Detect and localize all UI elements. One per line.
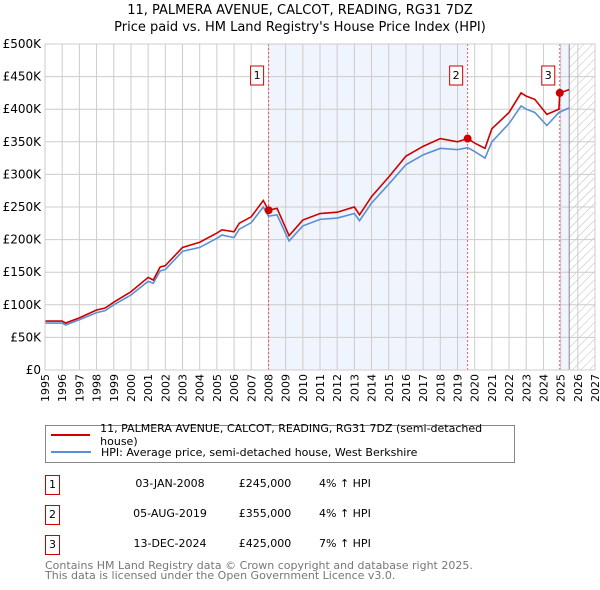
- legend-label-property: 11, PALMERA AVENUE, CALCOT, READING, RG3…: [100, 422, 483, 448]
- sale-label-box: [541, 65, 556, 86]
- x-tick-label: 2022: [503, 374, 516, 402]
- sale-date: 13-DEC-2024: [133, 537, 207, 550]
- sale-marker-number: 1: [45, 475, 60, 495]
- sale-marker-number: 2: [45, 505, 60, 525]
- chart-title: 11, PALMERA AVENUE, CALCOT, READING, RG3…: [127, 3, 473, 18]
- x-tick-label: 2010: [297, 374, 310, 402]
- sale-label-number: 3: [545, 69, 552, 82]
- x-tick-label: 2027: [589, 374, 600, 402]
- legend-label-hpi: HPI: Average price, semi-detached house,…: [101, 445, 418, 459]
- x-tick-label: 1998: [91, 374, 104, 402]
- x-tick-label: 2017: [417, 374, 430, 402]
- sale-marker-number: 3: [45, 535, 60, 555]
- y-tick-label: £450K: [3, 70, 43, 84]
- x-tick-label: 2018: [434, 374, 447, 402]
- x-tick-label: 1997: [73, 374, 86, 402]
- x-tick-label: 2003: [177, 374, 190, 402]
- x-tick-label: 2008: [262, 374, 275, 402]
- sale-label-number: 1: [254, 69, 261, 82]
- sale-date: 03-JAN-2008: [135, 477, 205, 490]
- property-series-line: [45, 88, 570, 324]
- sale-hpi-change: 4% ↑ HPI: [319, 507, 371, 520]
- x-tick-label: 2007: [245, 374, 258, 402]
- x-tick-label: 2016: [400, 374, 413, 402]
- sale-point: [264, 206, 273, 215]
- x-tick-label: 2013: [348, 374, 361, 402]
- y-tick-label: £200K: [3, 233, 43, 247]
- table-row: 3 13-DEC-2024 £425,000 7% ↑ HPI: [45, 535, 445, 555]
- chart-subtitle: Price paid vs. HM Land Registry's House …: [114, 20, 486, 35]
- x-tick-label: 2026: [572, 374, 585, 402]
- x-tick-label: 2009: [280, 374, 293, 402]
- x-tick-label: 2006: [228, 374, 241, 402]
- legend-item-property: 11, PALMERA AVENUE, CALCOT, READING, RG3…: [51, 422, 514, 448]
- x-tick-label: 2014: [366, 374, 379, 402]
- sale-date: 05-AUG-2019: [133, 507, 207, 520]
- x-tick-label: 1996: [56, 374, 69, 402]
- sale-label-box: [449, 65, 464, 86]
- footer-licence: This data is licensed under the Open Gov…: [45, 569, 396, 582]
- plot-border: [44, 43, 596, 371]
- sale-hpi-change: 7% ↑ HPI: [319, 537, 371, 550]
- y-tick-label: £300K: [3, 167, 43, 181]
- legend-item-hpi: HPI: Average price, semi-detached house,…: [51, 444, 417, 460]
- table-row: 2 05-AUG-2019 £355,000 4% ↑ HPI: [45, 505, 445, 525]
- x-tick-label: 2002: [159, 374, 172, 402]
- x-tick-label: 1995: [39, 374, 52, 402]
- y-tick-label: £100K: [3, 298, 43, 312]
- footer-copyright: Contains HM Land Registry data © Crown c…: [45, 559, 473, 572]
- x-tick-label: 2005: [211, 374, 224, 402]
- legend: 11, PALMERA AVENUE, CALCOT, READING, RG3…: [45, 422, 515, 463]
- x-tick-label: 2004: [194, 374, 207, 402]
- hpi-series-line: [45, 104, 570, 326]
- sale-price: £245,000: [238, 477, 292, 490]
- x-tick-label: 2020: [469, 374, 482, 402]
- y-tick-label: £150K: [3, 265, 43, 279]
- x-tick-label: 2011: [314, 374, 327, 402]
- x-tick-label: 2001: [142, 374, 155, 402]
- sale-point: [555, 88, 564, 97]
- y-tick-label: £350K: [3, 135, 43, 149]
- x-tick-label: 2024: [537, 374, 550, 402]
- legend-blue-line: [51, 451, 91, 453]
- sale-point: [463, 134, 472, 143]
- x-tick-label: 1999: [108, 374, 121, 402]
- x-tick-label: 2015: [383, 374, 396, 402]
- x-tick-label: 2025: [555, 374, 568, 402]
- y-tick-label: £0: [26, 363, 41, 377]
- sale-price: £355,000: [238, 507, 292, 520]
- sale-price: £425,000: [238, 537, 292, 550]
- x-tick-label: 2019: [452, 374, 465, 402]
- legend-red-line: [51, 434, 91, 436]
- sale-hpi-change: 4% ↑ HPI: [319, 477, 371, 490]
- x-tick-label: 2023: [520, 374, 533, 402]
- y-tick-label: £50K: [10, 330, 42, 344]
- y-tick-label: £250K: [3, 200, 43, 214]
- y-tick-label: £500K: [3, 37, 43, 51]
- x-tick-label: 2000: [125, 374, 138, 402]
- sale-label-box: [250, 65, 265, 86]
- x-tick-label: 2021: [486, 374, 499, 402]
- y-tick-label: £400K: [3, 102, 43, 116]
- sale-label-number: 2: [453, 69, 460, 82]
- x-tick-label: 2012: [331, 374, 344, 402]
- table-row: 1 03-JAN-2008 £245,000 4% ↑ HPI: [45, 475, 445, 495]
- price-chart: 1995 1996 1997 1998 1999 2000 2001 2002 2003 2004…: [3, 37, 600, 402]
